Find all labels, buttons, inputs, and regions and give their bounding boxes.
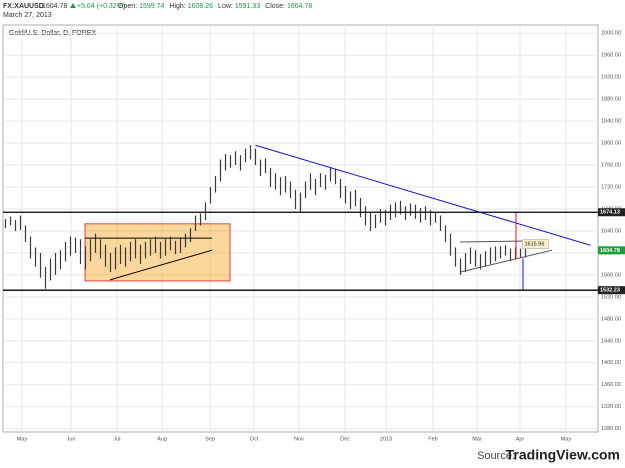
x-tick-label: 2013 (380, 436, 392, 442)
x-tick-label: Jun (67, 436, 76, 442)
annotation-label: 1615.96 (525, 242, 545, 248)
source-name: TradingView.com (506, 447, 620, 463)
level-label: 1674.13 (600, 210, 620, 216)
x-tick-label: Sep (205, 436, 215, 442)
up-arrow (70, 3, 76, 8)
y-tick-label: 1320.00 (601, 404, 621, 410)
plot-frame (2, 24, 599, 433)
y-tick-label: 1520.00 (601, 294, 621, 300)
trend-line (459, 249, 553, 273)
x-tick-label: Jul (113, 436, 120, 442)
y-tick-label: 1280.00 (601, 426, 621, 432)
last-price: 1604.78 (42, 3, 67, 10)
level-label-box (598, 208, 625, 217)
field-value: 1599.74 (139, 3, 164, 10)
field-label: Close: (265, 3, 285, 10)
date: March 27, 2013 (3, 12, 52, 19)
x-tick-label: Apr (516, 436, 525, 442)
x-tick-label: May (17, 436, 28, 442)
y-tick-label: 1400.00 (601, 360, 621, 366)
field-label: Open: (118, 3, 137, 10)
x-tick-label: Aug (157, 436, 167, 442)
symbol: FX:XAUUSD (3, 3, 44, 10)
level-label-box (598, 286, 625, 295)
y-tick-label: 1920.00 (601, 75, 621, 81)
y-tick-label: 1720.00 (601, 184, 621, 190)
y-tick-label: 1560.00 (601, 272, 621, 278)
x-tick-label: May (561, 436, 572, 442)
y-tick-label: 1880.00 (601, 97, 621, 103)
field-value: 1604.78 (287, 3, 312, 10)
last-price-label: 1604.78 (600, 248, 620, 254)
trend-line (255, 144, 591, 246)
y-tick-label: 1960.00 (601, 53, 621, 59)
x-tick-label: Oct (250, 436, 259, 442)
y-tick-label: 1640.00 (601, 228, 621, 234)
last-price-box (598, 246, 625, 255)
field-label: High: (169, 3, 185, 10)
x-tick-label: Mar (472, 436, 482, 442)
y-tick-label: 1760.00 (601, 163, 621, 169)
field-label: Low: (218, 3, 233, 10)
trend-line (109, 249, 213, 281)
highlight-box (84, 223, 231, 282)
field-value: 1608.26 (188, 3, 213, 10)
y-tick-label: 1800.00 (601, 141, 621, 147)
y-tick-label: 1840.00 (601, 119, 621, 125)
source-prefix: Source: (477, 450, 515, 462)
x-tick-label: Nov (294, 436, 304, 442)
x-tick-label: Dec (340, 436, 350, 442)
change: +5.04 (+0.32%) (77, 3, 125, 10)
field-value: 1591.33 (235, 3, 260, 10)
annotation-box (522, 239, 549, 249)
y-tick-label: 1440.00 (601, 338, 621, 344)
x-tick-label: Feb (428, 436, 437, 442)
y-tick-label: 2000.00 (601, 31, 621, 37)
level-label: 1532.23 (600, 288, 620, 294)
y-tick-label: 1480.00 (601, 316, 621, 322)
y-tick-label: 1360.00 (601, 382, 621, 388)
